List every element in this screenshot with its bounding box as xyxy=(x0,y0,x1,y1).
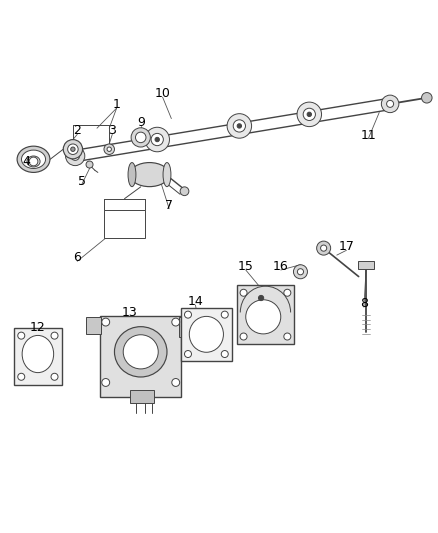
Bar xyxy=(130,390,153,403)
Ellipse shape xyxy=(114,327,166,377)
Circle shape xyxy=(65,147,85,166)
Ellipse shape xyxy=(245,300,280,334)
Ellipse shape xyxy=(21,150,46,168)
Circle shape xyxy=(258,295,263,301)
Text: 11: 11 xyxy=(360,128,375,142)
Circle shape xyxy=(131,128,150,147)
Circle shape xyxy=(420,93,431,103)
Text: 3: 3 xyxy=(108,124,116,138)
Ellipse shape xyxy=(22,335,53,373)
Circle shape xyxy=(71,151,79,160)
Circle shape xyxy=(51,373,58,380)
Circle shape xyxy=(221,311,228,318)
Circle shape xyxy=(226,114,251,138)
Ellipse shape xyxy=(189,317,223,352)
Ellipse shape xyxy=(128,163,136,187)
Circle shape xyxy=(181,320,194,333)
Circle shape xyxy=(293,265,307,279)
Bar xyxy=(14,328,62,385)
Bar xyxy=(86,317,101,334)
Circle shape xyxy=(155,138,159,142)
Circle shape xyxy=(184,311,191,318)
Circle shape xyxy=(104,144,114,155)
Text: 16: 16 xyxy=(272,260,288,273)
Circle shape xyxy=(67,144,78,155)
Text: 8: 8 xyxy=(359,297,367,310)
Circle shape xyxy=(316,241,330,255)
Circle shape xyxy=(86,161,93,168)
Circle shape xyxy=(107,147,111,151)
Circle shape xyxy=(18,332,25,339)
Circle shape xyxy=(145,127,169,152)
Text: 5: 5 xyxy=(78,175,85,188)
Bar xyxy=(237,285,293,344)
Text: 10: 10 xyxy=(154,87,170,100)
Text: 17: 17 xyxy=(338,240,353,253)
Text: 1: 1 xyxy=(113,98,120,111)
Bar xyxy=(100,316,181,397)
Circle shape xyxy=(151,133,163,146)
Circle shape xyxy=(320,245,326,251)
Circle shape xyxy=(237,124,241,128)
Circle shape xyxy=(297,102,321,127)
Text: 14: 14 xyxy=(187,295,203,308)
Circle shape xyxy=(386,100,393,107)
Text: 7: 7 xyxy=(165,199,173,212)
Circle shape xyxy=(102,318,110,326)
Circle shape xyxy=(18,373,25,380)
Circle shape xyxy=(303,108,314,120)
Bar xyxy=(181,308,231,361)
Circle shape xyxy=(63,140,82,159)
Bar xyxy=(179,317,196,336)
Circle shape xyxy=(283,333,290,340)
Text: 4: 4 xyxy=(22,155,30,168)
Circle shape xyxy=(184,351,191,358)
Ellipse shape xyxy=(17,146,50,172)
Bar xyxy=(103,209,145,238)
Ellipse shape xyxy=(162,163,170,187)
Text: 12: 12 xyxy=(30,321,46,334)
Circle shape xyxy=(180,187,188,196)
Circle shape xyxy=(221,351,228,358)
Bar xyxy=(357,261,373,269)
Circle shape xyxy=(240,289,247,296)
Text: 15: 15 xyxy=(237,260,253,273)
Ellipse shape xyxy=(27,156,40,167)
Circle shape xyxy=(171,378,179,386)
Circle shape xyxy=(29,157,38,166)
Circle shape xyxy=(297,269,303,275)
Ellipse shape xyxy=(123,335,158,369)
Circle shape xyxy=(283,289,290,296)
Circle shape xyxy=(171,318,179,326)
Text: 2: 2 xyxy=(73,124,81,138)
Circle shape xyxy=(307,112,311,117)
Circle shape xyxy=(233,120,245,132)
Ellipse shape xyxy=(130,163,169,187)
Circle shape xyxy=(381,95,398,112)
Circle shape xyxy=(135,132,146,143)
Circle shape xyxy=(240,333,247,340)
Text: 9: 9 xyxy=(137,116,145,128)
Circle shape xyxy=(102,378,110,386)
Text: 13: 13 xyxy=(122,306,138,319)
Circle shape xyxy=(51,332,58,339)
Text: 6: 6 xyxy=(73,251,81,264)
Circle shape xyxy=(71,147,75,151)
